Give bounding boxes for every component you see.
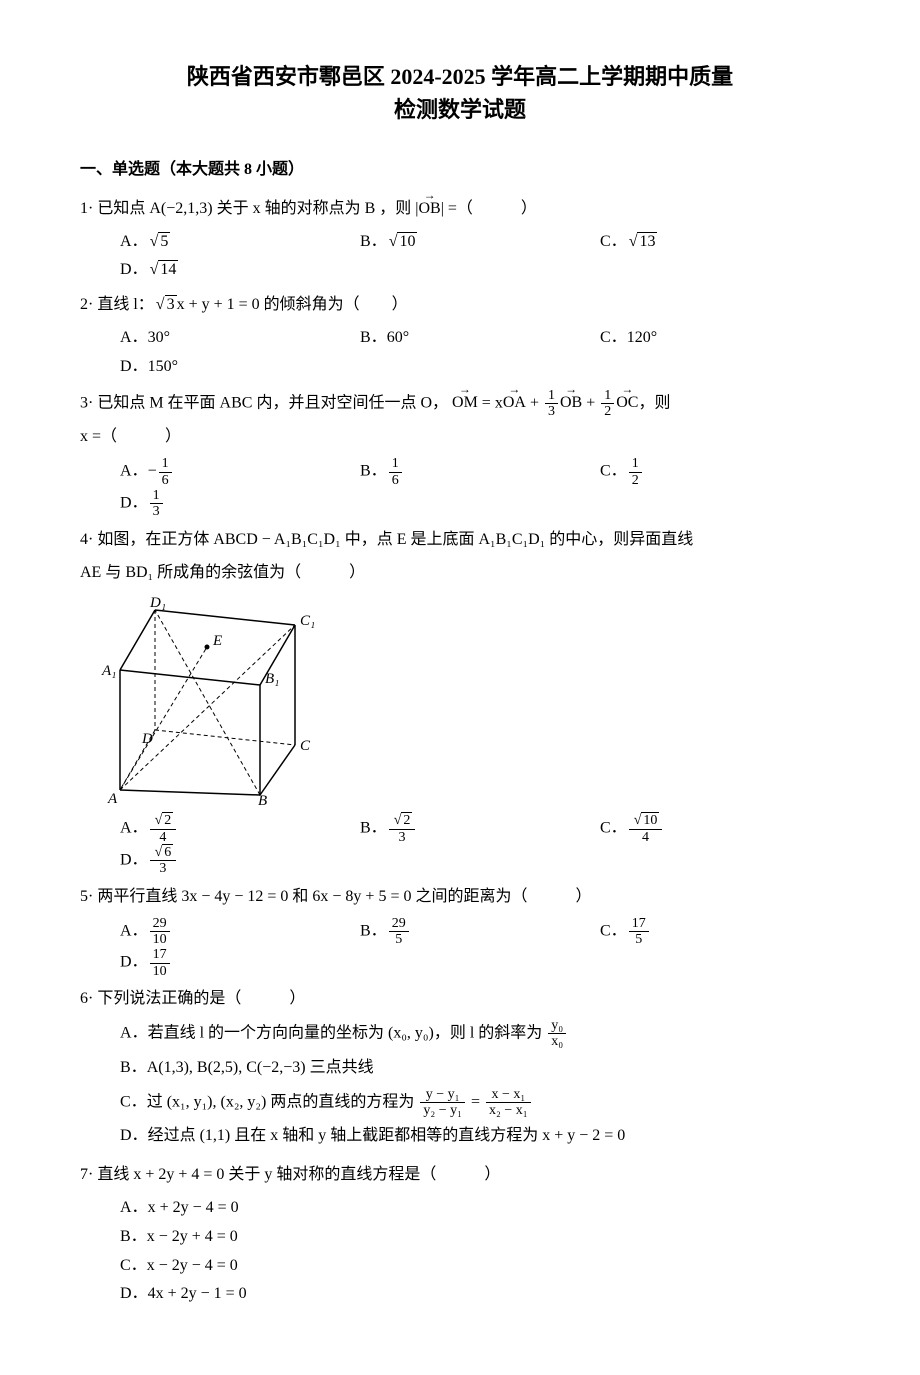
q3-options: A．−16 B．16 C．12 D．13 (120, 456, 840, 520)
q5-stem: 5· 两平行直线 3x − 4y − 12 = 0 和 6x − 8y + 5 … (80, 883, 840, 912)
question-4: 4· 如图，在正方体 ABCD − A₁B₁C₁D₁ 中，点 E 是上底面 A₁… (80, 526, 840, 877)
q3-opt-a: A．−16 (120, 456, 360, 488)
q5-options: A．2910 B．295 C．175 D．1710 (120, 916, 840, 980)
q6-stem: 6· 下列说法正确的是（ ） (80, 985, 840, 1014)
q2-opt-c: C．120° (600, 324, 840, 353)
svg-text:B₁: B₁ (265, 671, 279, 687)
svg-text:A: A (107, 791, 118, 805)
q3-stem-line2: x =（ ） (80, 423, 840, 452)
q2-opt-b: B．60° (360, 324, 600, 353)
title-line-1: 陕西省西安市鄠邑区 2024-2025 学年高二上学期期中质量 (187, 64, 733, 89)
q2-opt-a: A．30° (120, 324, 360, 353)
q1-stem: 1· 已知点 A(−2,1,3) 关于 x 轴的对称点为 B ，则 OB =（ … (80, 195, 840, 224)
svg-text:C₁: C₁ (300, 613, 315, 629)
q4-opt-b: B．23 (360, 813, 600, 845)
q7-opt-a: A．x + 2y − 4 = 0 (120, 1194, 840, 1223)
q6-options: A．若直线 l 的一个方向向量的坐标为 (x₀, y₀)，则 l 的斜率为 y₀… (120, 1018, 840, 1155)
svg-text:B: B (258, 793, 267, 805)
q2-stem: 2· 直线 l：3x + y + 1 = 0 的倾斜角为（ ） (80, 291, 840, 320)
q3-opt-b: B．16 (360, 456, 600, 488)
q3-stem: 3· 已知点 M 在平面 ABC 内，并且对空间任一点 O， OM = xOA … (80, 388, 840, 420)
q1-opt-c: C．13 (600, 228, 840, 257)
q3-opt-c: C．12 (600, 456, 840, 488)
q2-opt-d: D．150° (120, 353, 840, 382)
title-line-2: 检测数学试题 (394, 97, 526, 122)
q7-opt-b: B．x − 2y + 4 = 0 (120, 1223, 840, 1252)
q1-opt-b: B．10 (360, 228, 600, 257)
question-2: 2· 直线 l：3x + y + 1 = 0 的倾斜角为（ ） A．30° B．… (80, 291, 840, 381)
exam-title: 陕西省西安市鄠邑区 2024-2025 学年高二上学期期中质量 检测数学试题 (80, 60, 840, 126)
svg-text:D: D (141, 731, 153, 747)
question-7: 7· 直线 x + 2y + 4 = 0 关于 y 轴对称的直线方程是（ ） A… (80, 1161, 840, 1309)
q6-opt-b: B．A(1,3), B(2,5), C(−2,−3) 三点共线 (120, 1054, 840, 1083)
question-5: 5· 两平行直线 3x − 4y − 12 = 0 和 6x − 8y + 5 … (80, 883, 840, 979)
question-3: 3· 已知点 M 在平面 ABC 内，并且对空间任一点 O， OM = xOA … (80, 388, 840, 520)
q4-opt-c: C．104 (600, 813, 840, 845)
question-1: 1· 已知点 A(−2,1,3) 关于 x 轴的对称点为 B ，则 OB =（ … (80, 195, 840, 285)
q7-opt-c: C．x − 2y − 4 = 0 (120, 1252, 840, 1281)
q6-opt-a: A．若直线 l 的一个方向向量的坐标为 (x₀, y₀)，则 l 的斜率为 y₀… (120, 1018, 840, 1050)
q4-opt-a: A．24 (120, 813, 360, 845)
svg-text:D₁: D₁ (149, 595, 166, 611)
q4-stem-1: 4· 如图，在正方体 ABCD − A₁B₁C₁D₁ 中，点 E 是上底面 A₁… (80, 526, 840, 555)
q6-opt-d: D．经过点 (1,1) 且在 x 轴和 y 轴上截距都相等的直线方程为 x + … (120, 1122, 840, 1151)
svg-text:C: C (300, 738, 311, 754)
q5-opt-b: B．295 (360, 916, 600, 948)
q4-stem-2: AE 与 BD₁ 所成角的余弦值为（ ） (80, 559, 840, 588)
svg-text:A₁: A₁ (101, 663, 116, 679)
section-1-header: 一、单选题（本大题共 8 小题） (80, 156, 840, 185)
q2-options: A．30° B．60° C．120° D．150° (120, 324, 840, 382)
q7-stem: 7· 直线 x + 2y + 4 = 0 关于 y 轴对称的直线方程是（ ） (80, 1161, 840, 1190)
q1-opt-d: D．14 (120, 256, 840, 285)
q4-figure: D₁ C₁ A₁ B₁ E D C A B (100, 595, 840, 805)
q4-options: A．24 B．23 C．104 D．63 (120, 813, 840, 877)
q1-opt-a: A．5 (120, 228, 360, 257)
q3-opt-d: D．13 (120, 488, 840, 520)
q6-opt-c: C．过 (x₁, y₁), (x₂, y₂) 两点的直线的方程为 y − y₁y… (120, 1087, 840, 1119)
q7-options: A．x + 2y − 4 = 0 B．x − 2y + 4 = 0 C．x − … (120, 1194, 840, 1309)
q7-opt-d: D．4x + 2y − 1 = 0 (120, 1280, 840, 1309)
q1-options: A．5 B．10 C．13 D．14 (120, 228, 840, 286)
cube-diagram-icon: D₁ C₁ A₁ B₁ E D C A B (100, 595, 330, 805)
q5-opt-d: D．1710 (120, 947, 840, 979)
q5-opt-c: C．175 (600, 916, 840, 948)
q4-opt-d: D．63 (120, 845, 840, 877)
q5-opt-a: A．2910 (120, 916, 360, 948)
question-6: 6· 下列说法正确的是（ ） A．若直线 l 的一个方向向量的坐标为 (x₀, … (80, 985, 840, 1155)
svg-text:E: E (212, 633, 222, 649)
